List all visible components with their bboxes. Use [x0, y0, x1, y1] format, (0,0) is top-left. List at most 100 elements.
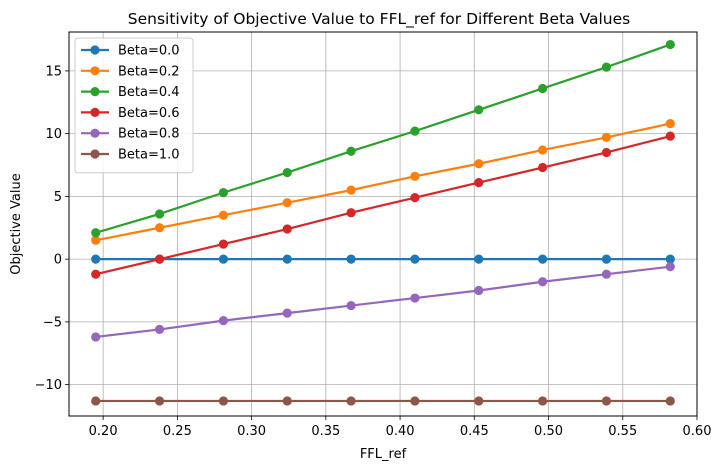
legend-label: Beta=0.6 — [118, 106, 180, 121]
series-line — [95, 265, 671, 339]
x-axis-label: FFL_ref — [360, 447, 407, 462]
data-point — [154, 396, 165, 406]
data-point — [537, 145, 548, 155]
legend-entry: Beta=1.0 — [81, 148, 180, 163]
data-point — [601, 62, 612, 72]
legend-marker — [90, 128, 100, 138]
x-tick-label: 0.30 — [237, 424, 266, 439]
legend-marker — [90, 66, 100, 76]
data-point — [282, 224, 292, 234]
data-point — [282, 254, 292, 264]
data-point — [218, 254, 229, 264]
x-ticks: 0.20 0.25 0.30 0.35 0.40 0.45 0.50 0.55 0.60 — [89, 416, 711, 439]
series-line — [95, 122, 671, 242]
legend-label: Beta=0.8 — [118, 127, 180, 142]
data-point — [665, 119, 675, 129]
series-line — [95, 135, 671, 276]
data-point — [91, 254, 101, 264]
y-tick-label: −10 — [35, 378, 62, 393]
data-point — [474, 177, 484, 188]
data-point — [91, 228, 101, 238]
data-point — [665, 39, 675, 50]
series-Beta=0.0 — [91, 254, 675, 264]
data-point — [665, 254, 675, 264]
x-tick-label: 0.35 — [311, 424, 340, 439]
series-Beta=0.6 — [91, 131, 675, 279]
legend-marker — [90, 87, 100, 97]
legend-marker — [90, 149, 100, 159]
data-point — [218, 396, 229, 406]
legend-label: Beta=1.0 — [118, 148, 180, 163]
data-point — [474, 105, 484, 115]
series-Beta=0.8 — [91, 262, 675, 342]
legend-entry: Beta=0.4 — [81, 85, 180, 100]
data-point — [537, 396, 548, 406]
data-point — [474, 254, 484, 264]
data-point — [665, 396, 675, 406]
data-point — [601, 132, 612, 143]
legend-marker — [90, 107, 100, 117]
legend-label: Beta=0.0 — [118, 44, 180, 59]
y-tick-label: 0 — [54, 253, 62, 268]
x-tick-label: 0.40 — [386, 424, 415, 439]
plot-frame — [68, 31, 698, 417]
data-point — [474, 396, 484, 406]
data-point — [410, 193, 420, 203]
series-layer — [91, 39, 675, 406]
data-point — [537, 83, 548, 94]
data-point — [91, 332, 101, 342]
data-point — [282, 396, 292, 406]
x-tick-label: 0.55 — [608, 424, 637, 439]
x-tick-label: 0.60 — [683, 424, 711, 439]
legend-label: Beta=0.2 — [118, 64, 180, 79]
data-point — [537, 277, 548, 287]
data-point — [346, 146, 356, 156]
data-point — [665, 131, 675, 141]
data-point — [410, 126, 420, 136]
series-Beta=0.4 — [91, 39, 675, 238]
legend-marker — [90, 45, 100, 55]
x-tick-label: 0.45 — [460, 424, 489, 439]
data-point — [474, 159, 484, 169]
y-axis-label: Objective Value — [9, 173, 24, 274]
data-point — [154, 209, 165, 219]
data-point — [410, 254, 420, 264]
legend-entry: Beta=0.6 — [81, 106, 180, 121]
data-point — [282, 198, 292, 208]
data-point — [91, 396, 101, 406]
y-tick-label: −5 — [43, 315, 62, 330]
data-point — [665, 262, 675, 272]
data-point — [601, 147, 612, 158]
legend-label: Beta=0.4 — [118, 85, 180, 100]
data-point — [601, 396, 612, 406]
y-tick-label: 5 — [54, 190, 62, 205]
data-point — [346, 208, 356, 218]
data-point — [91, 235, 101, 245]
data-point — [346, 396, 356, 406]
data-point — [91, 269, 101, 279]
x-tick-label: 0.25 — [163, 424, 192, 439]
x-tick-label: 0.20 — [89, 424, 118, 439]
data-point — [154, 324, 165, 335]
y-tick-label: 10 — [45, 127, 62, 142]
data-point — [410, 293, 420, 303]
data-point — [601, 254, 612, 264]
data-point — [346, 254, 356, 264]
legend-entry: Beta=0.8 — [81, 127, 180, 142]
data-point — [218, 188, 229, 198]
y-tick-label: 15 — [45, 64, 62, 79]
data-point — [410, 171, 420, 181]
legend: Beta=0.0 Beta=0.2 Beta=0.4 Beta=0.6 Beta=0.8… — [74, 37, 194, 174]
data-point — [282, 308, 292, 318]
series-line — [95, 43, 671, 234]
data-point — [601, 269, 612, 279]
data-point — [346, 300, 356, 311]
data-point — [537, 254, 548, 264]
series-Beta=0.2 — [91, 119, 675, 245]
series-Beta=1.0 — [91, 396, 675, 406]
data-point — [282, 167, 292, 178]
data-point — [154, 254, 165, 264]
legend-entry: Beta=0.2 — [81, 64, 180, 79]
x-tick-label: 0.50 — [534, 424, 563, 439]
data-point — [154, 223, 165, 233]
